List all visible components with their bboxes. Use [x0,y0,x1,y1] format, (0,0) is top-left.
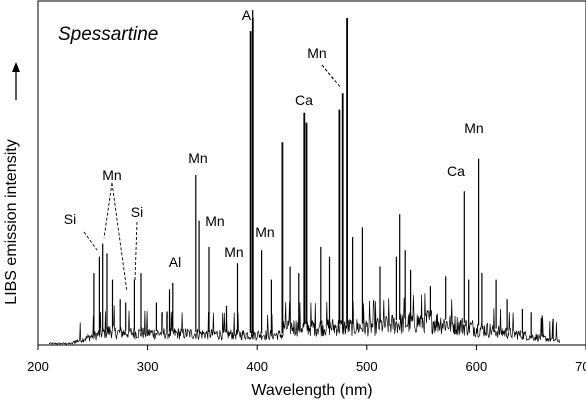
mn-pointer-4 [321,64,342,89]
x-tick-label: 700 [575,359,586,374]
peak-label-al: Al [242,7,254,23]
peak-label-si: Si [131,204,143,220]
x-tick-label: 600 [466,359,488,374]
y-axis-arrow-head [12,62,20,72]
si-pointer-2 [134,221,138,281]
peak-label-mn: Mn [255,224,274,240]
x-tick-label: 300 [137,359,159,374]
peak-label-mn: Mn [224,244,243,260]
y-axis-title: LIBS emission intensity [3,139,20,304]
x-axis-title: Wavelength (nm) [251,382,372,399]
si-pointer-1 [83,231,98,251]
peak-label-mn: Mn [205,213,224,229]
peak-label-al: Al [169,254,181,270]
peak-label-ca: Ca [447,163,465,179]
x-tick-label: 500 [356,359,378,374]
annotation-pointers [83,64,342,293]
x-axis-ticks: 200 300 400 500 600 700 [27,345,586,374]
x-tick-label: 200 [27,359,49,374]
peak-label-si: Si [64,211,76,227]
chart-title: Spessartine [58,24,158,45]
peak-label-mn: Mn [464,120,483,136]
peak-label-ca: Ca [295,92,313,108]
mn-pointer-2 [111,182,128,293]
plot-frame [37,0,586,346]
peak-label-mn: Mn [102,167,121,183]
y-axis-title-group: LIBS emission intensity [3,62,20,305]
mn-pointer-1 [103,182,113,239]
x-tick-label: 400 [246,359,268,374]
peak-label-mn: Mn [307,45,326,61]
spectrum-layer [48,18,561,345]
peak-label-mn: Mn [188,150,207,166]
